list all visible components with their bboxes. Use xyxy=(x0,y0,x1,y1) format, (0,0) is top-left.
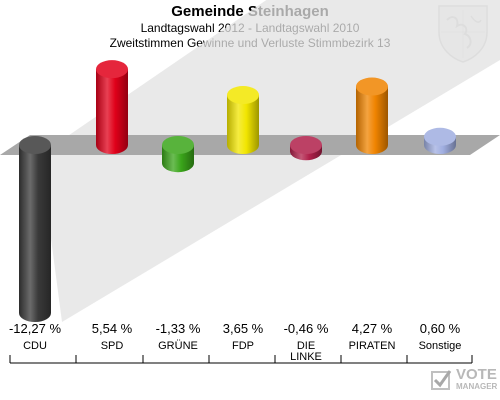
perspective-shadow xyxy=(40,0,500,322)
vote-manager-logo-icon xyxy=(431,369,452,390)
watermark-line-2: MANAGER xyxy=(456,382,498,391)
value-label: 4,27 % xyxy=(352,321,393,336)
bar-body-cdu xyxy=(19,145,51,313)
value-label: 0,60 % xyxy=(420,321,461,336)
bar-top-cap xyxy=(356,77,388,96)
bar-body-spd xyxy=(96,69,128,145)
bar-top-cap xyxy=(424,127,456,146)
watermark-line-1: VOTE xyxy=(456,366,497,383)
value-label: -1,33 % xyxy=(156,321,201,336)
bar-top-cap xyxy=(96,60,128,79)
category-label: Sonstige xyxy=(419,340,462,352)
category-label: FDP xyxy=(232,340,254,352)
value-label: 5,54 % xyxy=(92,321,133,336)
value-label: -0,46 % xyxy=(284,321,329,336)
bar-top-cap xyxy=(162,136,194,154)
bar-top-cap xyxy=(227,86,259,105)
category-label: LINKE xyxy=(290,351,322,363)
category-label: CDU xyxy=(23,340,47,352)
value-label: -12,27 % xyxy=(9,321,61,336)
bar-top-cap xyxy=(19,136,51,154)
category-label: SPD xyxy=(101,340,124,352)
bar-bottom-cap xyxy=(356,136,388,154)
bar-body-piraten xyxy=(356,86,388,145)
bar-bottom-cap xyxy=(162,154,194,173)
bar-bottom-cap xyxy=(227,136,259,154)
bar-bottom-cap xyxy=(19,304,51,322)
value-label: 3,65 % xyxy=(223,321,264,336)
category-label: GRÜNE xyxy=(158,340,198,352)
vote-manager-watermark: VOTE MANAGER xyxy=(430,366,498,391)
bar-top-cap xyxy=(290,136,322,154)
category-label: PIRATEN xyxy=(349,340,396,352)
category-label: DIE xyxy=(297,340,315,352)
bar-bottom-cap xyxy=(96,136,128,154)
